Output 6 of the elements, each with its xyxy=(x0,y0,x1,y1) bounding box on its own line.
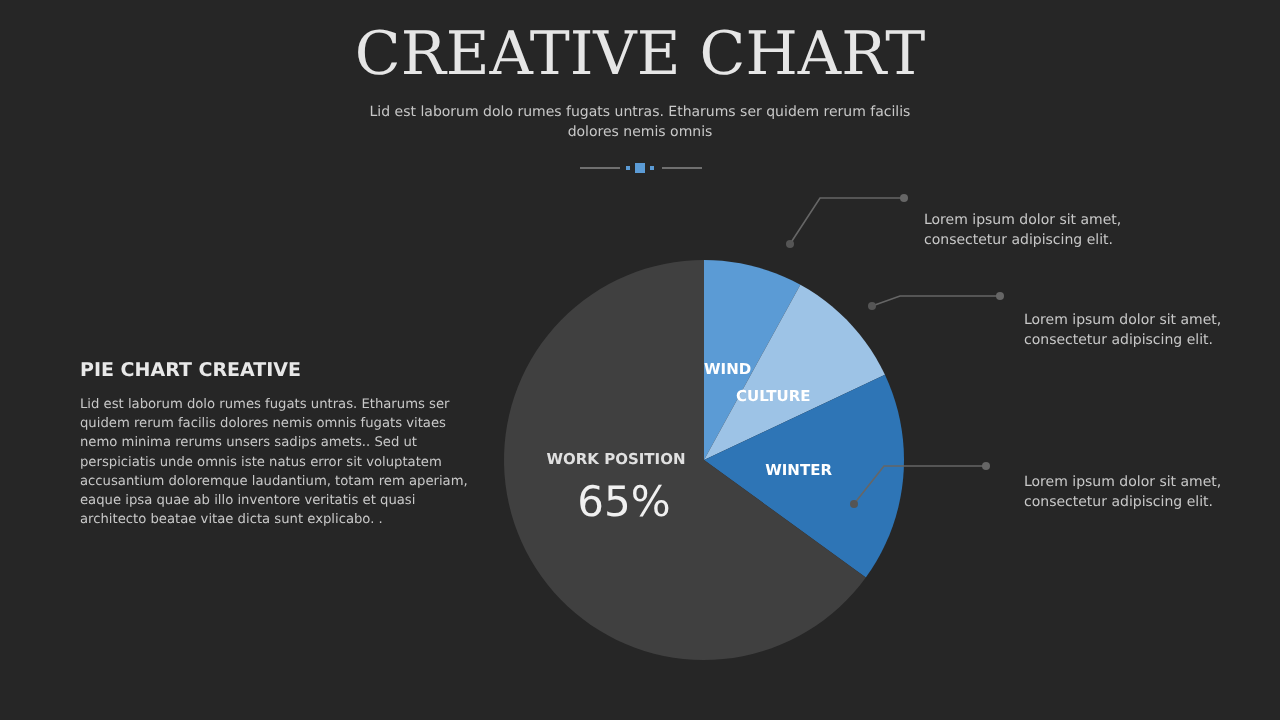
pie-slice xyxy=(704,284,885,460)
pie-slice xyxy=(504,260,866,660)
data-label: 65% xyxy=(577,478,671,526)
text: PIE CHART CREATIVE xyxy=(80,360,301,382)
pie-slice xyxy=(704,374,904,578)
chart-title: CREATIVE CHART xyxy=(354,20,926,90)
